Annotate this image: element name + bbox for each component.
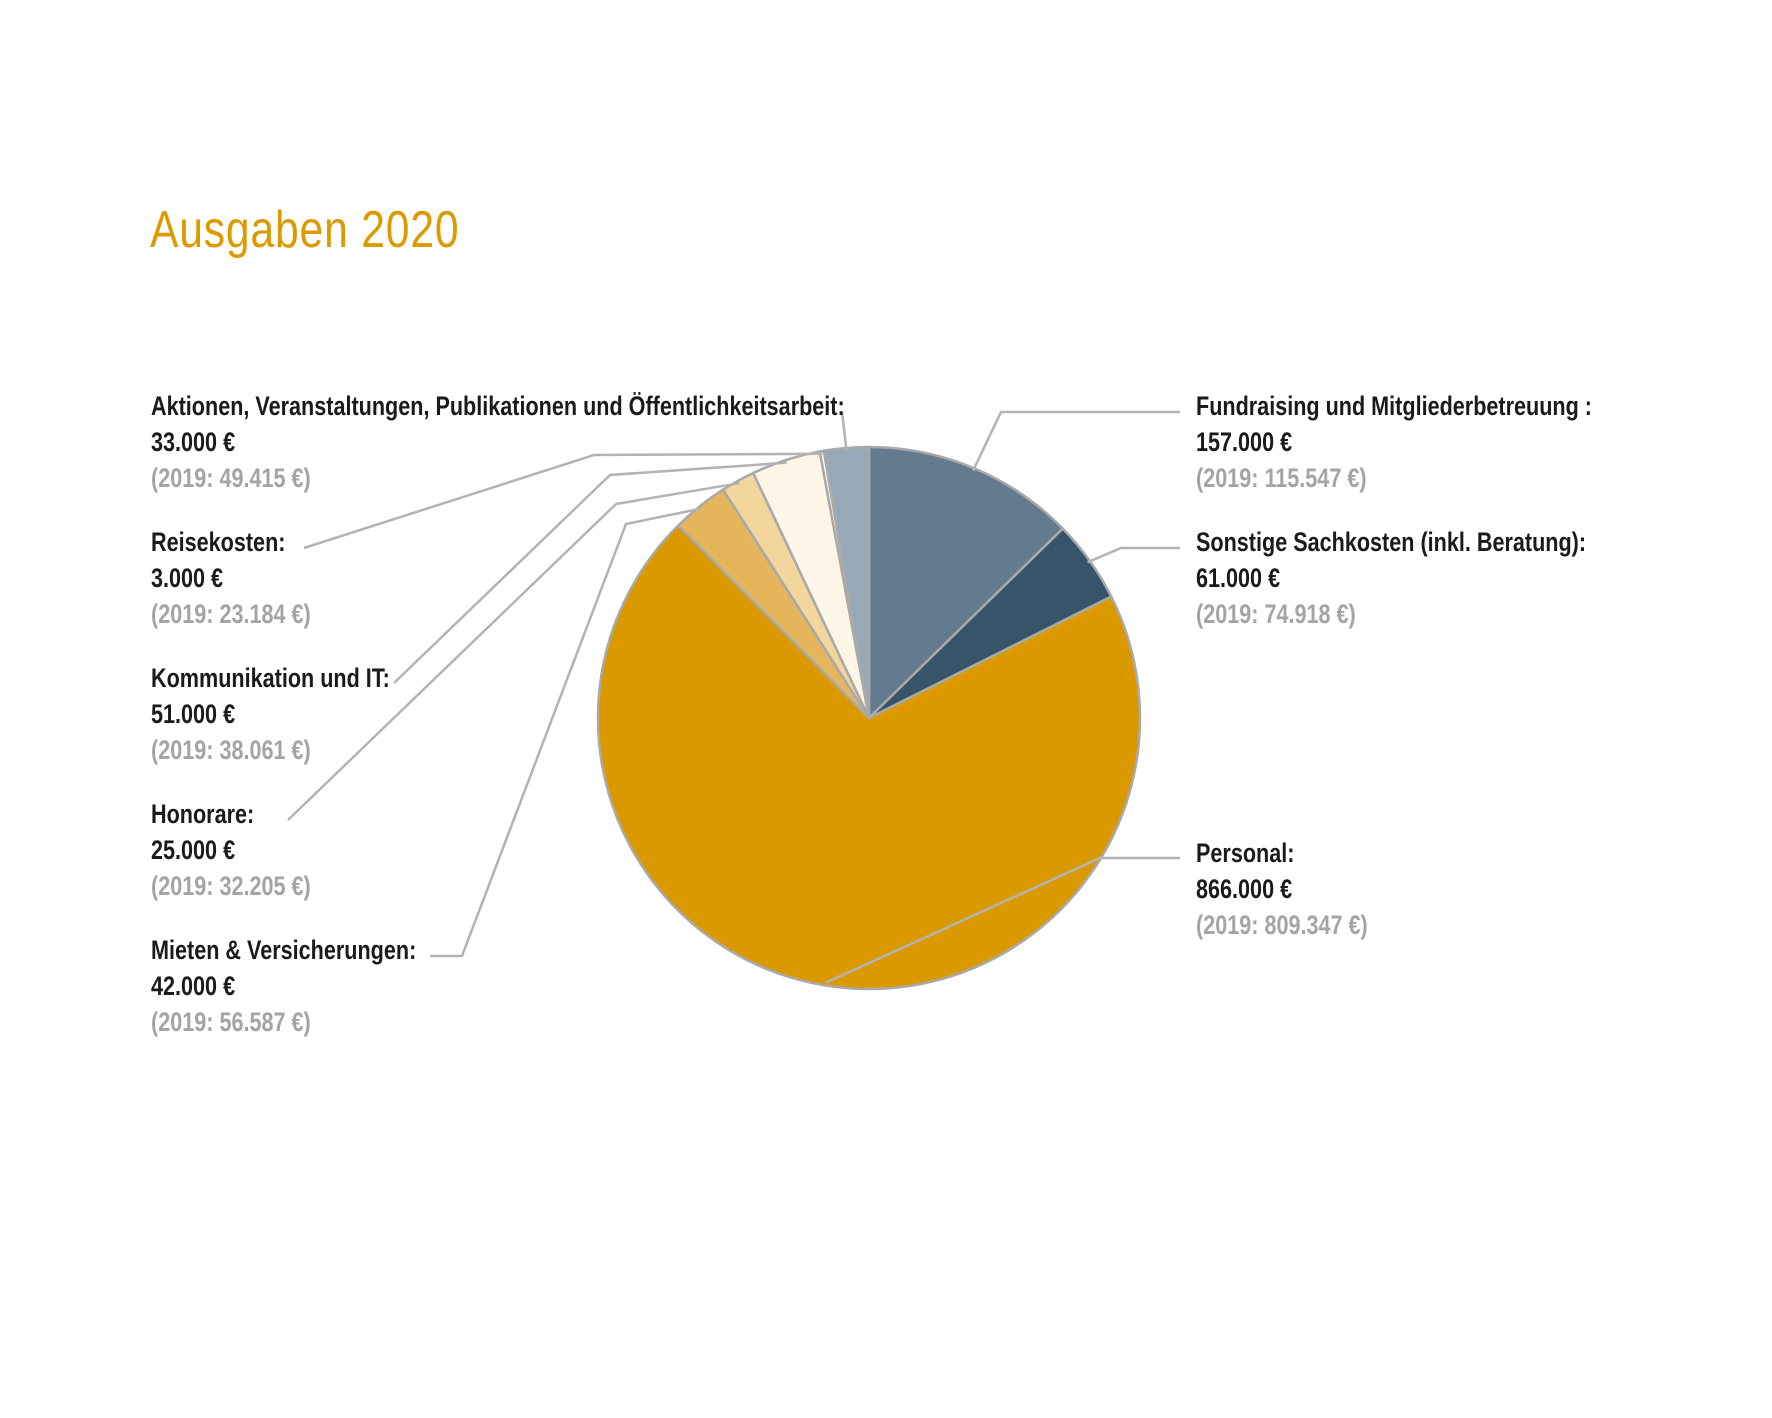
label-personal: Personal: 866.000 € (2019: 809.347 €)	[1196, 835, 1368, 943]
leader-line-mieten	[430, 507, 702, 958]
label-reisekosten-name: Reisekosten:	[151, 527, 286, 557]
label-fundraising-prev: (2019: 115.547 €)	[1196, 463, 1367, 493]
label-fundraising-value: 157.000 €	[1196, 427, 1293, 457]
label-sachkosten: Sonstige Sachkosten (inkl. Beratung): 61…	[1196, 524, 1586, 632]
label-aktionen-prev: (2019: 49.415 €)	[151, 463, 311, 493]
pie-slices	[596, 445, 1142, 991]
label-mieten-name: Mieten & Versicherungen:	[151, 935, 417, 965]
pie-slice-personal	[596, 524, 1142, 991]
leader-line-fundraising	[971, 410, 1180, 472]
chart-title: Ausgaben 2020	[150, 201, 460, 259]
label-sachkosten-value: 61.000 €	[1196, 563, 1281, 593]
leader-line-sachkosten	[1086, 546, 1180, 564]
leader-line-kommunikation	[393, 461, 787, 684]
label-honorare-name: Honorare:	[151, 799, 255, 829]
label-reisekosten-value: 3.000 €	[151, 563, 224, 593]
label-personal-prev: (2019: 809.347 €)	[1196, 910, 1368, 940]
label-mieten: Mieten & Versicherungen: 42.000 € (2019:…	[151, 932, 416, 1040]
label-personal-name: Personal:	[1196, 838, 1295, 868]
leader-line-aktionen	[840, 411, 848, 451]
label-fundraising-name: Fundraising und Mitgliederbetreuung :	[1196, 391, 1592, 421]
label-mieten-value: 42.000 €	[151, 971, 236, 1001]
label-sachkosten-name: Sonstige Sachkosten (inkl. Beratung):	[1196, 527, 1587, 557]
label-personal-value: 866.000 €	[1196, 874, 1293, 904]
leader-line-reisekosten	[303, 452, 823, 550]
label-honorare-prev: (2019: 32.205 €)	[151, 871, 311, 901]
leader-line-honorare	[287, 481, 740, 821]
label-kommunikation-value: 51.000 €	[151, 699, 236, 729]
label-mieten-prev: (2019: 56.587 €)	[151, 1007, 311, 1037]
label-kommunikation-name: Kommunikation und IT:	[151, 663, 390, 693]
label-aktionen: Aktionen, Veranstaltungen, Publikationen…	[151, 388, 845, 496]
label-fundraising: Fundraising und Mitgliederbetreuung : 15…	[1196, 388, 1592, 496]
leader-lines	[287, 410, 1180, 984]
label-kommunikation-prev: (2019: 38.061 €)	[151, 735, 311, 765]
label-aktionen-name: Aktionen, Veranstaltungen, Publikationen…	[151, 391, 845, 421]
label-honorare-value: 25.000 €	[151, 835, 236, 865]
label-reisekosten: Reisekosten: 3.000 € (2019: 23.184 €)	[151, 524, 311, 632]
label-honorare: Honorare: 25.000 € (2019: 32.205 €)	[151, 796, 311, 904]
label-kommunikation: Kommunikation und IT: 51.000 € (2019: 38…	[151, 660, 390, 768]
label-reisekosten-prev: (2019: 23.184 €)	[151, 599, 311, 629]
label-sachkosten-prev: (2019: 74.918 €)	[1196, 599, 1356, 629]
leader-line-personal	[825, 856, 1180, 984]
label-aktionen-value: 33.000 €	[151, 427, 236, 457]
